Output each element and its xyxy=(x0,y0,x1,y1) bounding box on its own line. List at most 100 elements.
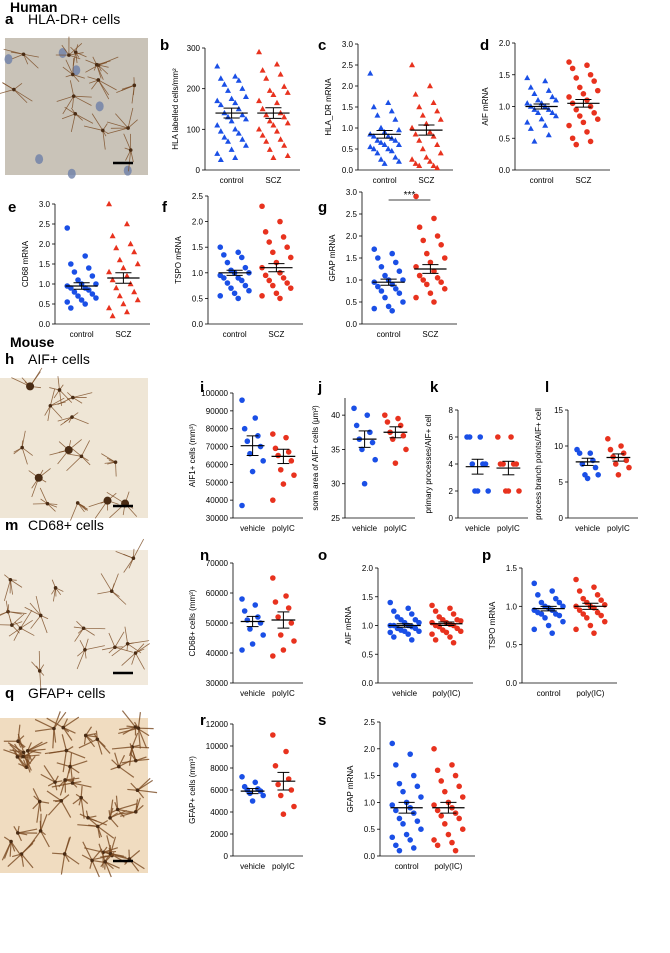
data-point xyxy=(124,273,130,278)
data-point xyxy=(260,106,266,111)
data-point xyxy=(431,216,437,222)
data-point xyxy=(393,808,399,814)
data-point xyxy=(458,628,464,634)
data-point xyxy=(256,98,262,103)
cell-body xyxy=(68,765,72,769)
cell-body xyxy=(58,388,62,392)
data-point xyxy=(531,627,537,633)
y-tick-label: 0.0 xyxy=(192,320,204,329)
data-point xyxy=(508,434,514,440)
data-point xyxy=(407,837,413,843)
cell-body xyxy=(114,460,118,464)
data-point xyxy=(64,225,70,231)
data-point xyxy=(598,597,604,603)
x-tick-label: control xyxy=(220,176,244,185)
data-point xyxy=(260,632,266,638)
y-tick-label: 1.0 xyxy=(342,124,354,133)
y-tick-label: 70000 xyxy=(206,559,229,568)
cell-body xyxy=(126,126,130,130)
data-point xyxy=(270,497,276,503)
data-point xyxy=(113,285,119,290)
y-tick-label: 0.0 xyxy=(506,679,518,688)
data-point xyxy=(610,454,616,460)
y-tick-label: 1.0 xyxy=(506,602,518,611)
x-tick-label: poly(IC) xyxy=(576,689,604,698)
data-point xyxy=(221,81,227,86)
y-tick-label: 6 xyxy=(449,433,454,442)
data-point xyxy=(524,100,530,105)
y-tick-label: 100000 xyxy=(201,389,228,398)
data-point xyxy=(393,260,399,266)
cell-body xyxy=(79,796,83,800)
data-point xyxy=(409,156,415,161)
cell-body xyxy=(73,112,77,116)
data-point xyxy=(252,780,258,786)
data-point xyxy=(438,116,444,121)
data-point xyxy=(418,826,424,832)
data-point xyxy=(235,250,241,256)
data-point xyxy=(577,450,583,456)
y-axis-label: TSPO mRNA xyxy=(488,601,497,649)
nucleus xyxy=(59,48,67,58)
data-point xyxy=(393,286,399,292)
y-tick-label: 50000 xyxy=(206,478,229,487)
x-tick-label: SCZ xyxy=(422,330,438,339)
data-point xyxy=(214,98,220,103)
x-tick-label: vehicle xyxy=(240,689,265,698)
x-tick-label: control xyxy=(530,176,554,185)
panel-letter: h xyxy=(5,351,14,368)
data-point xyxy=(242,608,248,614)
x-tick-label: polyIC xyxy=(384,524,407,533)
data-point xyxy=(382,295,388,301)
y-tick-label: 0.0 xyxy=(364,852,376,861)
data-point xyxy=(420,146,426,151)
data-point xyxy=(411,773,417,779)
data-point xyxy=(277,270,283,276)
cell-body xyxy=(63,778,67,782)
y-axis-label: process branch points/AIF+ cell xyxy=(534,408,543,520)
y-axis-label: primary processes/AIF+ cell xyxy=(424,414,433,513)
data-point xyxy=(409,62,415,67)
data-point xyxy=(397,848,403,854)
data-point xyxy=(588,104,594,110)
data-point xyxy=(243,283,249,289)
data-point xyxy=(393,842,399,848)
cell-body xyxy=(12,88,16,92)
y-tick-label: 1.5 xyxy=(362,593,374,602)
data-point xyxy=(535,97,541,102)
cell-body xyxy=(53,780,57,784)
data-point xyxy=(110,313,116,318)
data-point xyxy=(403,447,409,453)
x-tick-label: poly(IC) xyxy=(434,862,462,871)
data-point xyxy=(263,75,269,80)
cell-body xyxy=(65,446,73,454)
data-point xyxy=(456,816,462,822)
y-tick-label: 70000 xyxy=(206,443,229,452)
data-point xyxy=(382,273,388,279)
panel-letter: p xyxy=(482,547,491,564)
data-point xyxy=(539,116,545,121)
panel-letter: l xyxy=(545,379,549,396)
data-point xyxy=(416,104,422,109)
y-axis-label: HLA labelled cells/mm² xyxy=(171,68,180,150)
data-point xyxy=(90,273,96,279)
data-point xyxy=(431,837,437,843)
data-point xyxy=(598,613,604,619)
data-point xyxy=(266,278,272,284)
x-tick-label: polyIC xyxy=(272,689,295,698)
x-tick-label: SCZ xyxy=(268,330,284,339)
y-tick-label: 40000 xyxy=(206,649,229,658)
data-point xyxy=(453,773,459,779)
data-point xyxy=(595,592,601,598)
y-tick-label: 90000 xyxy=(206,407,229,416)
cell-body xyxy=(65,749,69,753)
data-point xyxy=(391,608,397,614)
panel-letter: s xyxy=(318,712,326,729)
y-tick-label: 0.5 xyxy=(346,298,358,307)
data-point xyxy=(453,848,459,854)
y-tick-label: 1.0 xyxy=(192,269,204,278)
nucleus xyxy=(96,101,104,111)
data-point xyxy=(416,620,422,626)
y-tick-label: 1.5 xyxy=(192,243,204,252)
cell-process xyxy=(52,853,65,854)
